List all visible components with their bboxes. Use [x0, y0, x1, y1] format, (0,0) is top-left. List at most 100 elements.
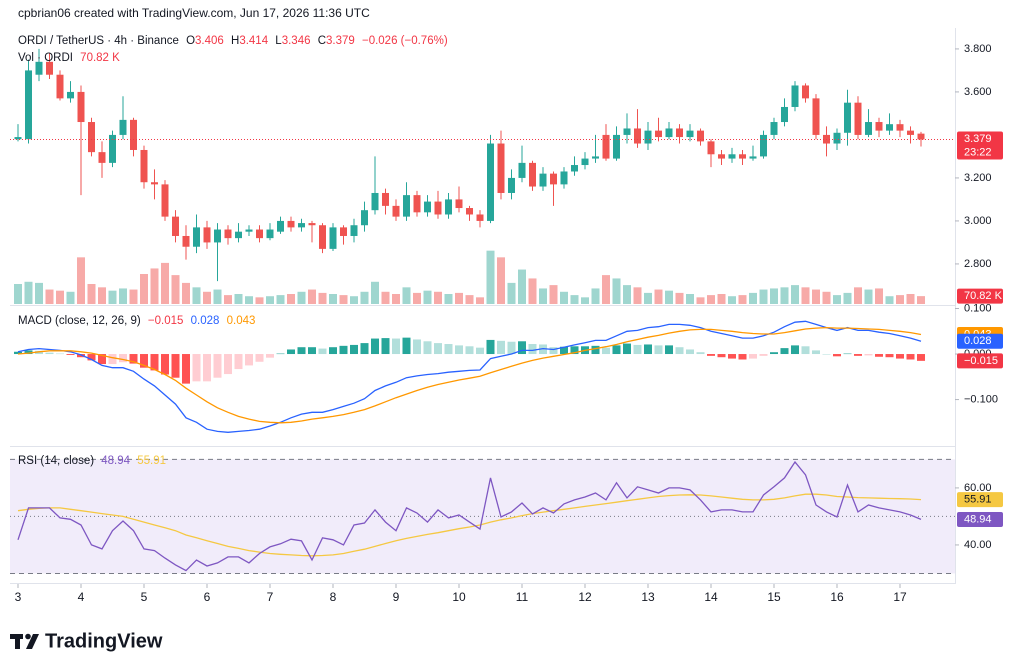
volume-bar — [864, 289, 873, 304]
y-tick-label: 0.100 — [964, 302, 992, 314]
logo-shape — [26, 634, 39, 649]
macd-histogram-bar — [276, 353, 285, 355]
candle-body — [571, 165, 578, 172]
rsi-ma-badge: 55.91 — [964, 493, 992, 505]
candle-body — [697, 130, 704, 142]
histogram-badge: −0.015 — [964, 355, 998, 367]
candle-body — [718, 154, 725, 159]
volume-bar — [140, 274, 148, 304]
candle-body — [581, 158, 589, 166]
macd-histogram-bar — [14, 351, 22, 355]
volume-bar — [318, 292, 327, 304]
x-tick-label: 6 — [204, 590, 211, 604]
macd-histogram-bar — [518, 341, 526, 355]
volume-bar — [423, 290, 432, 304]
macd-histogram-bar — [308, 347, 316, 355]
macd-histogram-bar — [318, 348, 327, 355]
macd-histogram-bar — [791, 345, 799, 355]
macd-histogram-bar — [381, 338, 390, 355]
volume-bar — [780, 287, 789, 304]
last-price-badge: 3.379 — [964, 133, 992, 145]
volume-bar — [465, 295, 474, 304]
candle-body — [413, 195, 421, 213]
candle-body — [518, 162, 526, 178]
candle-body — [245, 229, 253, 232]
volume-bar — [119, 288, 127, 304]
volume-bar — [434, 291, 442, 304]
volume-bar — [591, 288, 600, 304]
volume-bar — [486, 250, 495, 304]
candle-body — [434, 201, 442, 215]
macd-histogram-bar — [717, 354, 726, 358]
macd-histogram-bar — [360, 343, 369, 355]
logo-shape — [25, 633, 31, 640]
candle-body — [371, 192, 379, 211]
macd-legend: MACD (close, 12, 26, 9) −0.015 0.028 0.0… — [18, 315, 255, 327]
candle-body — [361, 210, 368, 226]
x-tick-label: 15 — [767, 590, 781, 604]
volume-bar — [161, 262, 169, 304]
volume-bar — [570, 295, 579, 304]
macd-histogram-bar — [497, 340, 505, 355]
macd-histogram-bar — [66, 354, 75, 355]
candle-body — [550, 173, 557, 185]
macd-histogram-bar — [560, 346, 568, 355]
macd-histogram-bar — [591, 345, 600, 355]
macd-histogram-bar — [371, 338, 379, 355]
candle-body — [676, 128, 683, 138]
candle-body — [287, 220, 295, 228]
macd-histogram-bar — [906, 354, 915, 360]
macd-histogram-bar — [329, 347, 337, 355]
macd-histogram-bar — [224, 354, 232, 375]
candle-body — [277, 220, 284, 232]
candle-body — [224, 229, 232, 239]
volume-bar — [539, 288, 547, 304]
candle-body — [56, 74, 64, 99]
x-tick-label: 16 — [830, 590, 844, 604]
volume-bar — [759, 289, 768, 304]
macd-histogram-bar — [213, 354, 222, 378]
macd-histogram-bar — [654, 345, 663, 355]
candle-body — [592, 156, 599, 159]
candle-body — [203, 227, 211, 243]
macd-histogram-bar — [644, 344, 652, 355]
rsi-badge-bg — [957, 511, 1003, 527]
volume-bar — [266, 296, 274, 304]
macd-histogram-bar — [87, 354, 96, 361]
candle-body — [487, 143, 494, 221]
y-tick-label: −0.100 — [964, 393, 998, 405]
macd-histogram-bar — [287, 349, 295, 355]
volume-bar — [287, 294, 295, 304]
macd-histogram-bar — [140, 354, 148, 368]
candle-body — [350, 225, 358, 236]
candle-body — [329, 227, 337, 249]
volume-bar — [507, 282, 516, 304]
macd-histogram-bar — [245, 354, 253, 366]
candle-body — [655, 130, 662, 138]
volume-bar — [833, 295, 841, 304]
attribution: cpbrian06 created with TradingView.com, … — [18, 6, 370, 20]
macd-histogram-bar — [108, 354, 117, 365]
volume-bar — [245, 296, 253, 304]
candle-body — [182, 235, 190, 247]
candle-body — [256, 229, 263, 239]
candle-body — [907, 130, 914, 135]
macd-histogram-bar — [192, 354, 201, 382]
volume-bar — [749, 292, 757, 304]
volume-bar — [770, 288, 778, 304]
volume-bar — [476, 297, 484, 304]
macd-histogram-bar — [434, 343, 442, 355]
x-tick-label: 10 — [452, 590, 466, 604]
candle-body — [613, 134, 620, 159]
rsi-legend: RSI (14, close) 48.94 55.91 — [18, 455, 166, 467]
macd-histogram-bar — [633, 344, 642, 355]
y-tick-label: 40.00 — [964, 539, 992, 551]
volume-bar — [528, 278, 537, 304]
logo-text: TradingView — [45, 630, 163, 652]
x-tick-label: 11 — [516, 590, 529, 604]
volume-bar — [623, 285, 631, 304]
x-tick-label: 8 — [330, 590, 337, 604]
macd-histogram-bar — [728, 354, 736, 359]
macd-histogram-bar — [45, 352, 54, 355]
volume-bar — [675, 292, 684, 304]
